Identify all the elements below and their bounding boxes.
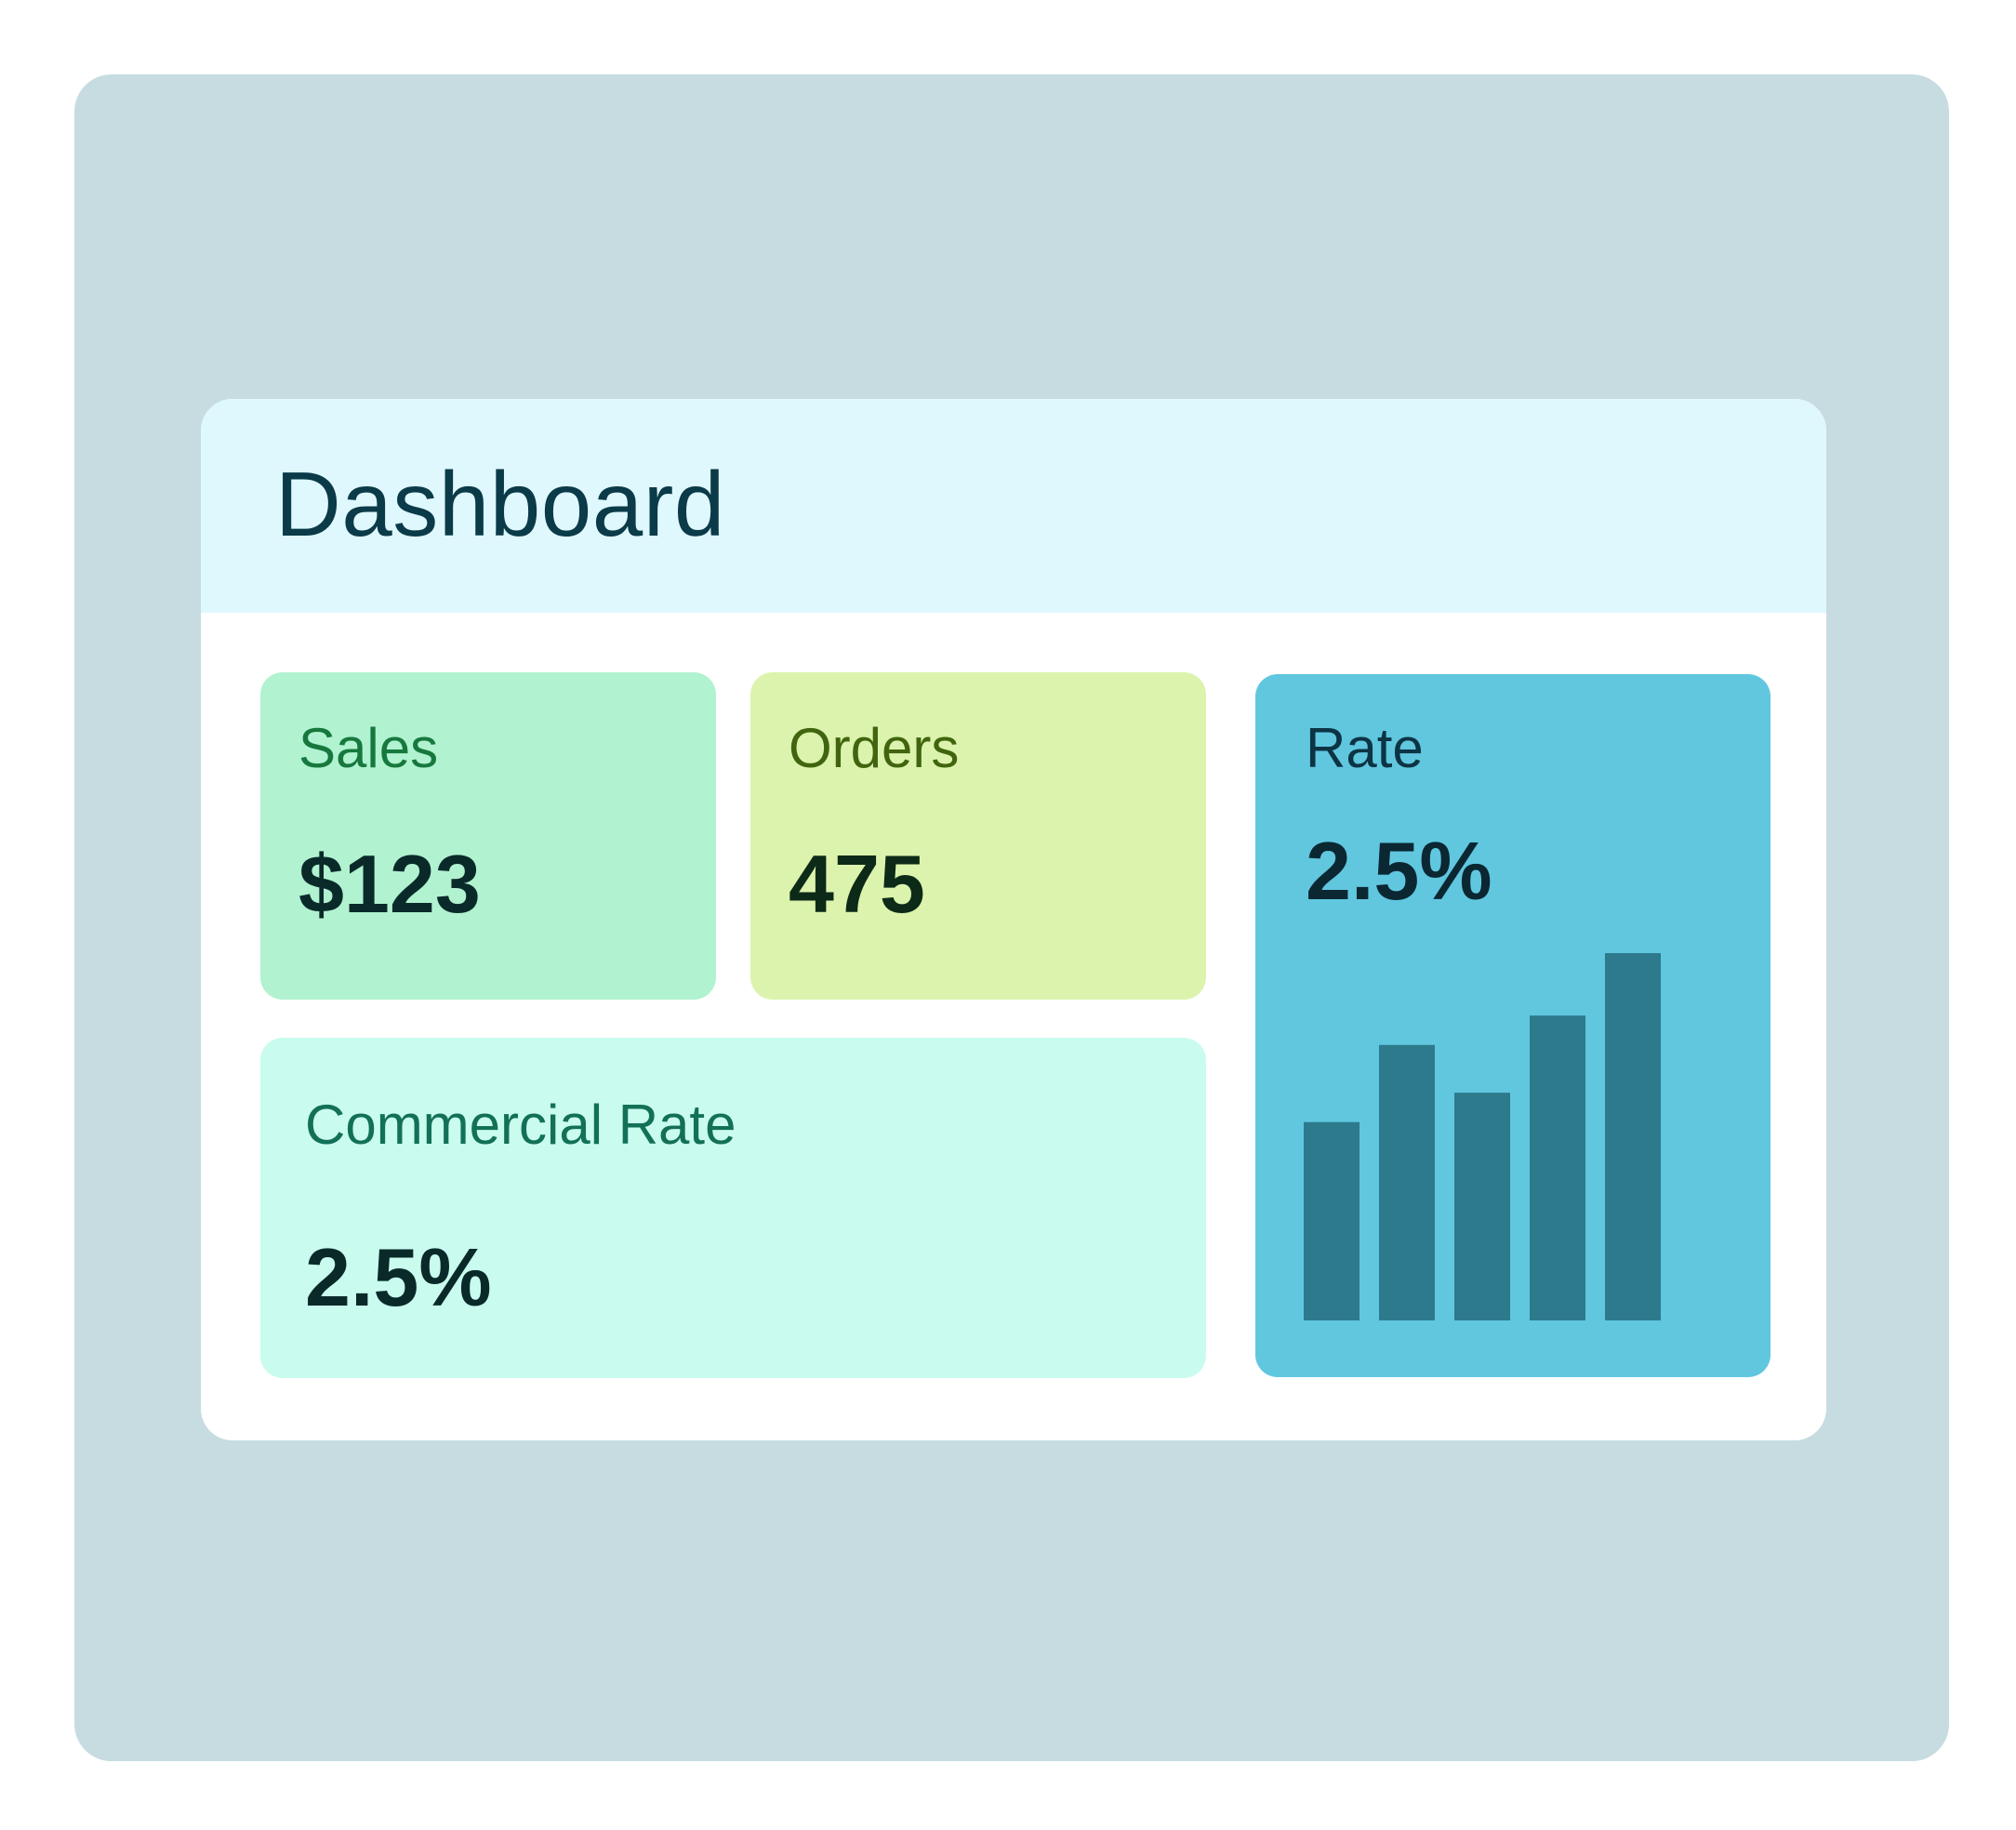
dashboard-window: Dashboard Sales $123 Orders 475 Commerci… bbox=[201, 399, 1826, 1440]
rate-card[interactable]: Rate 2.5% bbox=[1255, 674, 1771, 1377]
sales-card[interactable]: Sales $123 bbox=[260, 672, 716, 1000]
page-title: Dashboard bbox=[275, 453, 725, 555]
rate-value: 2.5% bbox=[1306, 825, 1492, 917]
orders-value: 475 bbox=[789, 838, 925, 930]
backdrop: Dashboard Sales $123 Orders 475 Commerci… bbox=[74, 74, 1949, 1761]
commercial-rate-card[interactable]: Commercial Rate 2.5% bbox=[260, 1038, 1206, 1378]
orders-label: Orders bbox=[789, 717, 960, 779]
chart-bar-3 bbox=[1454, 1093, 1510, 1320]
chart-bar-4 bbox=[1530, 1015, 1585, 1320]
orders-card[interactable]: Orders 475 bbox=[750, 672, 1206, 1000]
sales-value: $123 bbox=[298, 838, 481, 930]
chart-bar-1 bbox=[1304, 1121, 1359, 1320]
rate-label: Rate bbox=[1306, 717, 1424, 779]
chart-bar-2 bbox=[1379, 1044, 1435, 1320]
commercial-rate-value: 2.5% bbox=[305, 1231, 492, 1323]
rate-bar-chart bbox=[1304, 953, 1666, 1320]
commercial-rate-label: Commercial Rate bbox=[305, 1094, 736, 1156]
chart-bar-5 bbox=[1605, 953, 1661, 1320]
rate-chart-svg bbox=[1304, 953, 1661, 1320]
dashboard-header: Dashboard bbox=[201, 399, 1826, 613]
sales-label: Sales bbox=[298, 717, 439, 779]
